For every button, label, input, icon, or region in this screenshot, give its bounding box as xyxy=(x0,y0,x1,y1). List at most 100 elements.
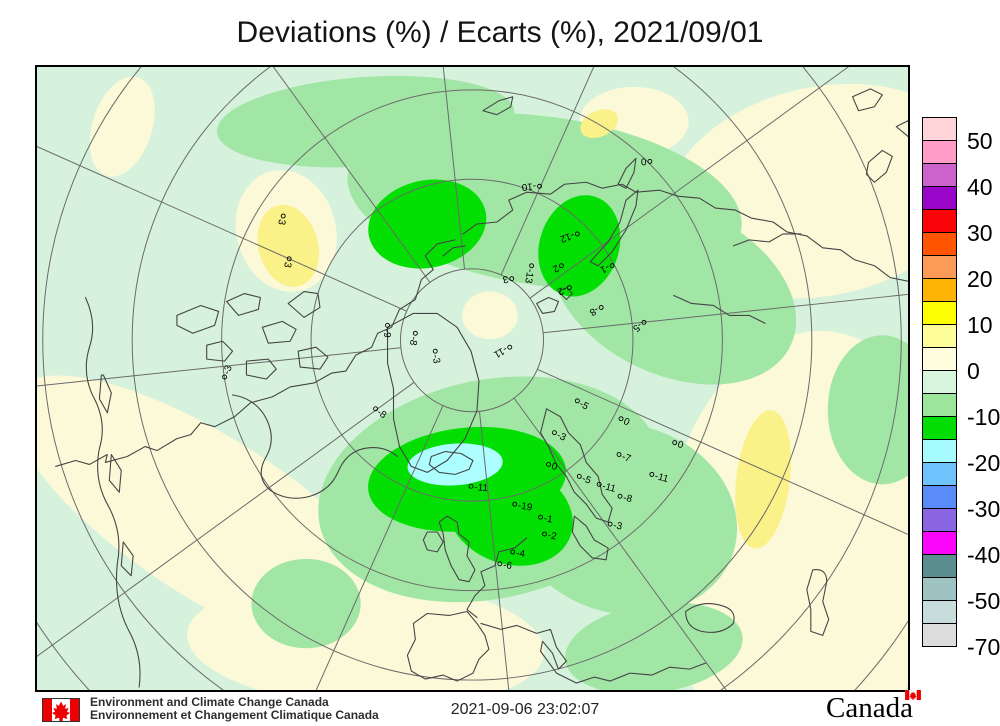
station-marker-icon xyxy=(497,561,503,567)
graticule-meridian xyxy=(37,347,401,387)
station-value: -3 xyxy=(429,348,442,365)
colorbar-tick-label: 20 xyxy=(967,266,993,292)
colorbar-cell xyxy=(922,600,957,624)
coastline xyxy=(571,515,609,561)
station-marker-icon xyxy=(432,348,438,354)
colorbar-cell xyxy=(922,255,957,279)
coastline xyxy=(55,239,456,467)
colorbar-tick-label: -30 xyxy=(967,496,1000,522)
station-value-label: 3 xyxy=(281,261,293,269)
org-line-fr: Environnement et Changement Climatique C… xyxy=(90,708,379,722)
station-marker-icon xyxy=(566,285,572,291)
station-marker-icon xyxy=(412,330,418,336)
station-value-label: -13 xyxy=(522,268,535,285)
station-marker-icon xyxy=(574,231,580,237)
coastline xyxy=(226,292,261,316)
coastline xyxy=(732,233,802,247)
station-marker-icon xyxy=(512,501,518,507)
station-marker-icon xyxy=(672,440,678,446)
station-marker-icon xyxy=(222,374,228,380)
colorbar-cell xyxy=(922,485,957,509)
colorbar-cell xyxy=(922,508,957,532)
colorbar-tick-label: 40 xyxy=(967,174,993,200)
coastline xyxy=(120,541,134,577)
station-value: -11 xyxy=(649,471,670,485)
station-marker-icon xyxy=(509,276,515,282)
station-value-label: 0 xyxy=(640,155,647,166)
coastline xyxy=(589,189,639,267)
station-marker-icon xyxy=(576,473,582,479)
graticule-meridian xyxy=(543,293,908,334)
graticule-meridian xyxy=(315,405,444,690)
station-value-label: 2 xyxy=(550,262,561,275)
colorbar-cell xyxy=(922,416,957,440)
flag-bar xyxy=(70,698,80,722)
contour-fill-region xyxy=(251,558,361,649)
station-value: -19 xyxy=(512,500,534,514)
station-value-label: 0 xyxy=(550,461,559,473)
colorbar-tick-label: -70 xyxy=(967,634,1000,660)
colorbar-cells xyxy=(922,117,957,647)
station-value: 0 xyxy=(618,416,632,429)
station-marker-icon xyxy=(574,398,580,404)
graticule-meridian xyxy=(500,67,595,276)
station-value: -11 xyxy=(596,481,617,495)
coastline xyxy=(386,312,480,473)
wordmark-flag-icon xyxy=(905,690,921,700)
station-marker-icon xyxy=(373,406,379,412)
timestamp: 2021-09-06 23:02:07 xyxy=(450,701,600,718)
org-line-en: Environment and Climate Change Canada xyxy=(90,695,329,709)
station-marker-icon xyxy=(510,549,516,555)
station-value: -6 xyxy=(497,560,513,572)
station-value-label: 3 xyxy=(501,273,509,285)
coastline xyxy=(406,610,490,682)
station-value: -5 xyxy=(576,473,593,487)
colorbar-cell xyxy=(922,439,957,463)
station-value-label: -3 xyxy=(222,363,236,376)
station-marker-icon xyxy=(618,416,624,422)
colorbar-cell xyxy=(922,186,957,210)
map-frame: 3 3 -10 -12 -13 3 -2 -8 -5 -1 2 -9 -8 -3 -11 -8 -3 0 -11 -1… xyxy=(35,65,910,692)
station-marker-icon xyxy=(552,430,557,436)
contour-fill-region xyxy=(565,602,743,690)
station-value: -3 xyxy=(222,363,236,380)
coastline xyxy=(536,296,559,314)
coastline xyxy=(482,96,514,116)
coastline xyxy=(895,120,908,138)
colorbar-cell xyxy=(922,301,957,325)
contour-fill-region xyxy=(257,204,319,287)
contour-fill-region xyxy=(462,291,518,340)
station-value: 0 xyxy=(672,439,685,451)
canada-flag-icon xyxy=(42,698,80,722)
page-title: Deviations (%) / Ecarts (%), 2021/09/01 xyxy=(236,16,764,49)
station-value-label: -19 xyxy=(517,500,534,513)
coastline xyxy=(231,394,399,499)
graticule-meridian xyxy=(478,411,510,690)
contour-fill-region xyxy=(368,179,487,269)
station-value-label: -3 xyxy=(612,520,623,532)
flag-border xyxy=(42,698,80,722)
colorbar-tick-label: 50 xyxy=(967,128,993,154)
graticule-circle xyxy=(131,67,813,681)
contour-fill-region xyxy=(446,462,573,566)
station-value: -3 xyxy=(607,520,623,533)
coastline xyxy=(206,340,234,362)
station-value: -8 xyxy=(617,493,633,505)
station-value-label: -10 xyxy=(521,180,537,192)
colorbar-cell xyxy=(922,577,957,601)
station-marker-icon xyxy=(596,481,602,487)
station-value: -1 xyxy=(538,513,554,526)
coastline xyxy=(852,88,883,112)
graticule-meridian xyxy=(529,67,849,299)
coastline xyxy=(466,537,528,619)
coastline xyxy=(685,603,735,633)
station-marker-icon xyxy=(647,158,653,164)
station-value: -8 xyxy=(407,330,419,347)
station-value-label: -2 xyxy=(547,530,558,542)
station-marker-icon xyxy=(538,514,543,520)
eccc-org-name: Environment and Climate Change Canada En… xyxy=(90,696,379,722)
colorbar-cell xyxy=(922,209,957,233)
graticule-meridian xyxy=(442,67,466,270)
coastline xyxy=(98,374,112,414)
station-value: 3 xyxy=(275,213,287,226)
